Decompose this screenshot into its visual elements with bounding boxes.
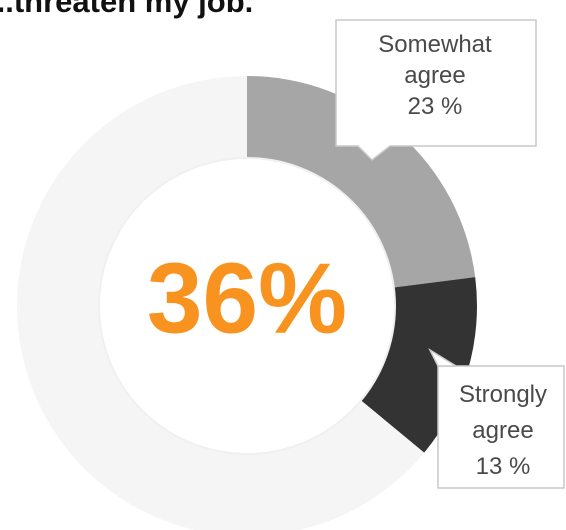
callout-box-somewhat-agree xyxy=(335,19,537,161)
donut-inner-ring xyxy=(98,157,396,455)
callout-text-somewhat-agree-line-1: Somewhat xyxy=(378,31,492,58)
center-percentage: 36% xyxy=(147,242,347,354)
chart-title: ...threaten my job. xyxy=(0,0,253,19)
callout-strongly-agree: Strongly agree 13 % xyxy=(428,347,565,489)
callout-box-strongly-agree xyxy=(437,365,565,489)
donut-segment-remainder xyxy=(17,76,425,530)
callout-text-strongly-agree-line-1: Strongly xyxy=(459,381,547,408)
donut-segment-somewhat-agree xyxy=(247,75,476,288)
callout-text-somewhat-agree-line-3: 23 % xyxy=(408,93,463,120)
callout-text-strongly-agree-line-2: agree xyxy=(472,417,533,444)
callout-pointer-strongly-agree xyxy=(428,347,459,367)
callout-somewhat-agree: Somewhat agree 23 % xyxy=(335,19,537,161)
callout-text-somewhat-agree-line-2: agree xyxy=(404,62,465,89)
callout-text-strongly-agree-line-3: 13 % xyxy=(476,453,531,480)
